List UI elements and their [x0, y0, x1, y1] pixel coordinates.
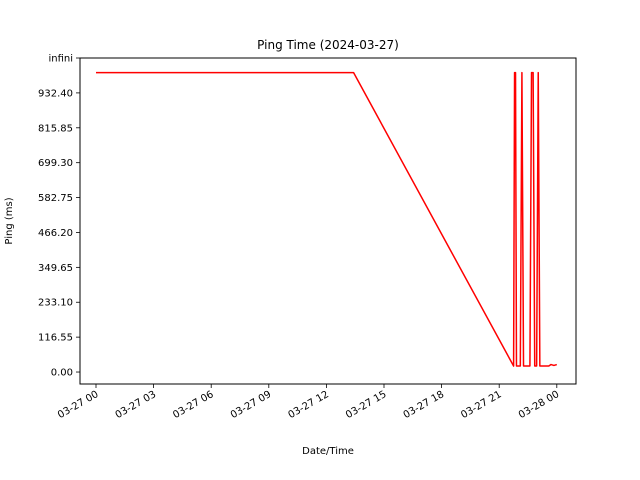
y-tick-label: 815.85: [38, 123, 73, 134]
y-tick-label: 349.65: [38, 263, 73, 274]
ping-series-line: [96, 71, 558, 367]
axes-frame: [79, 57, 577, 385]
y-tick-label: 0.00: [51, 368, 73, 379]
y-tick-label: 116.55: [38, 333, 73, 344]
chart-title: Ping Time (2024-03-27): [257, 38, 399, 52]
x-axis-label: Date/Time: [302, 446, 354, 457]
y-tick-label: 466.20: [38, 228, 73, 239]
y-tick-label: infini: [48, 54, 73, 65]
y-tick-label: 582.75: [38, 193, 73, 204]
plot-area: [96, 71, 558, 367]
y-axis-label: Ping (ms): [4, 197, 15, 244]
y-axis-ticks: 0.00 116.55 233.10 349.65 466.20 582.75 699.30…: [38, 54, 80, 379]
y-tick-label: 699.30: [38, 158, 73, 169]
y-tick-label: 233.10: [38, 298, 73, 309]
y-tick-label: 932.40: [38, 88, 73, 99]
